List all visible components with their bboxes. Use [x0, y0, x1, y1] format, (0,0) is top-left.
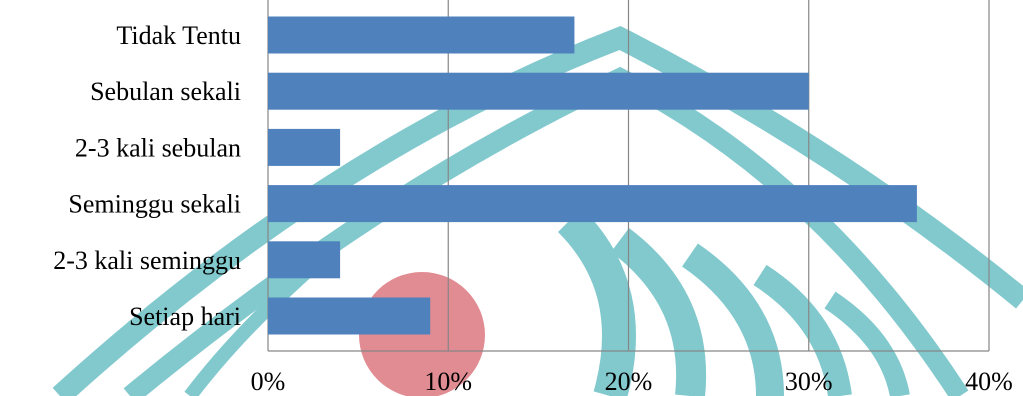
category-label: Setiap hari: [129, 302, 241, 331]
gridlines: [267, 0, 990, 352]
watermark-wave-3: [681, 243, 784, 396]
bar: [268, 297, 431, 335]
watermark-wave-5: [824, 291, 910, 396]
bars: [268, 16, 917, 335]
x-tick-label: 40%: [965, 367, 1013, 396]
x-tick-label: 0%: [251, 367, 286, 396]
watermark-wave-2: [610, 228, 707, 396]
x-tick-label: 30%: [785, 367, 833, 396]
category-label: Seminggu sekali: [68, 190, 241, 219]
category-label: Sebulan sekali: [90, 77, 241, 106]
bar: [268, 128, 341, 166]
bar: [268, 241, 341, 279]
watermark-wave-4: [753, 264, 852, 396]
category-label: 2-3 kali sebulan: [75, 133, 241, 162]
category-label: Tidak Tentu: [116, 21, 241, 50]
bar: [268, 185, 917, 223]
bar: [268, 72, 809, 110]
category-label: 2-3 kali seminggu: [53, 246, 241, 275]
bar: [268, 16, 575, 54]
category-labels: Tidak Tentu Sebulan sekali 2-3 kali sebula…: [53, 21, 241, 331]
x-tick-label: 20%: [605, 367, 653, 396]
x-tick-labels: 0% 10% 20% 30% 40%: [251, 367, 1013, 396]
x-tick-label: 10%: [424, 367, 472, 396]
watermark-wave-1: [557, 207, 636, 396]
